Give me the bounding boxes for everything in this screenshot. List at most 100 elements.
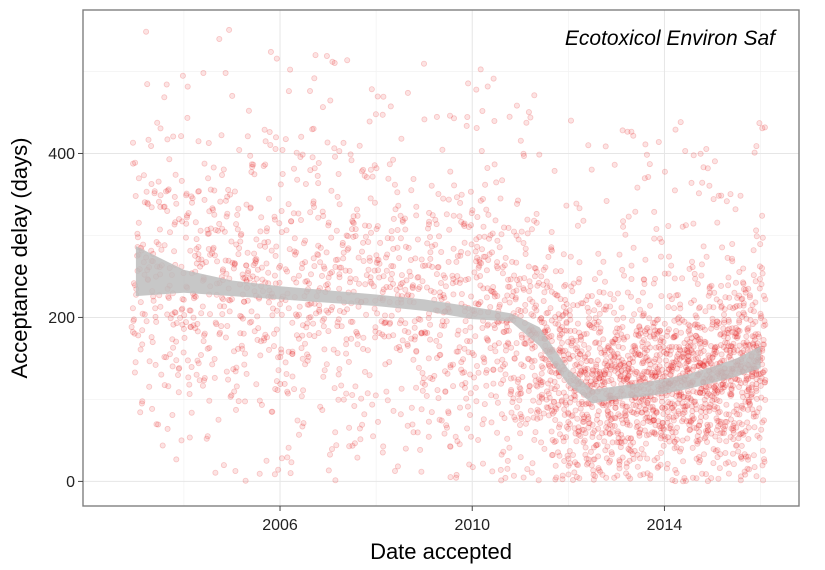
data-point — [193, 371, 200, 378]
data-point — [513, 259, 520, 266]
data-point — [348, 226, 355, 233]
data-point — [610, 338, 617, 345]
data-point — [164, 187, 171, 194]
data-point — [691, 297, 698, 304]
data-point — [513, 102, 520, 109]
data-point — [449, 272, 456, 279]
data-point — [491, 118, 498, 125]
data-point — [469, 207, 476, 214]
data-point — [644, 455, 651, 462]
data-point — [597, 325, 604, 332]
data-point — [740, 431, 747, 438]
data-point — [614, 290, 621, 297]
data-point — [462, 327, 469, 334]
data-point — [639, 289, 646, 296]
data-point — [461, 222, 468, 229]
data-point — [143, 318, 150, 325]
data-point — [422, 262, 429, 269]
data-point — [525, 387, 532, 394]
data-point — [517, 411, 524, 418]
data-point — [132, 359, 139, 366]
data-point — [459, 381, 466, 388]
data-point — [597, 419, 604, 426]
data-point — [639, 360, 646, 367]
data-point — [328, 269, 335, 276]
data-point — [757, 275, 764, 282]
data-point — [190, 295, 197, 302]
data-point — [398, 385, 405, 392]
data-point — [493, 179, 500, 186]
data-point — [450, 275, 457, 282]
data-point — [158, 371, 165, 378]
data-point — [757, 241, 764, 248]
data-point — [596, 340, 603, 347]
data-point — [584, 365, 591, 372]
data-point — [738, 404, 745, 411]
data-point — [595, 408, 602, 415]
data-point — [351, 440, 358, 447]
data-point — [401, 215, 408, 222]
data-point — [345, 358, 352, 365]
data-point — [194, 328, 201, 335]
data-point — [367, 274, 374, 281]
data-point — [665, 222, 672, 229]
data-point — [224, 210, 231, 217]
data-point — [614, 325, 621, 332]
data-point — [222, 257, 229, 264]
data-point — [690, 350, 697, 357]
data-point — [653, 225, 660, 232]
data-point — [401, 327, 408, 334]
data-point — [696, 453, 703, 460]
data-point — [334, 256, 341, 263]
data-point — [249, 163, 256, 170]
data-point — [684, 435, 691, 442]
data-point — [436, 352, 443, 359]
data-point — [552, 268, 559, 275]
data-point — [447, 362, 454, 369]
data-point — [483, 335, 490, 342]
data-point — [138, 400, 145, 407]
data-point — [629, 317, 636, 324]
data-point — [316, 308, 323, 315]
data-point — [323, 53, 330, 60]
data-point — [526, 288, 533, 295]
data-point — [396, 343, 403, 350]
data-point — [195, 188, 202, 195]
data-point — [486, 251, 493, 258]
data-point — [315, 214, 322, 221]
data-point — [609, 451, 616, 458]
data-point — [390, 263, 397, 270]
data-point — [245, 267, 252, 274]
data-point — [412, 255, 419, 262]
data-point — [644, 399, 651, 406]
data-point — [355, 280, 362, 287]
data-point — [276, 279, 283, 286]
data-point — [690, 220, 697, 227]
data-point — [753, 143, 760, 150]
data-point — [253, 236, 260, 243]
data-point — [729, 325, 736, 332]
data-point — [524, 416, 531, 423]
data-point — [134, 234, 141, 241]
data-point — [239, 315, 246, 322]
data-point — [352, 275, 359, 282]
data-point — [239, 271, 246, 278]
data-point — [299, 260, 306, 267]
data-point — [446, 112, 453, 119]
data-point — [526, 278, 533, 285]
data-point — [435, 233, 442, 240]
data-point — [139, 310, 146, 317]
data-point — [293, 332, 300, 339]
data-point — [272, 385, 279, 392]
data-point — [369, 401, 376, 408]
data-point — [635, 297, 642, 304]
data-point — [230, 265, 237, 272]
data-point — [144, 200, 151, 207]
data-point — [458, 366, 465, 373]
data-point — [367, 278, 374, 285]
data-point — [501, 329, 508, 336]
data-point — [186, 307, 193, 314]
data-point — [210, 164, 217, 171]
data-point — [666, 253, 673, 260]
